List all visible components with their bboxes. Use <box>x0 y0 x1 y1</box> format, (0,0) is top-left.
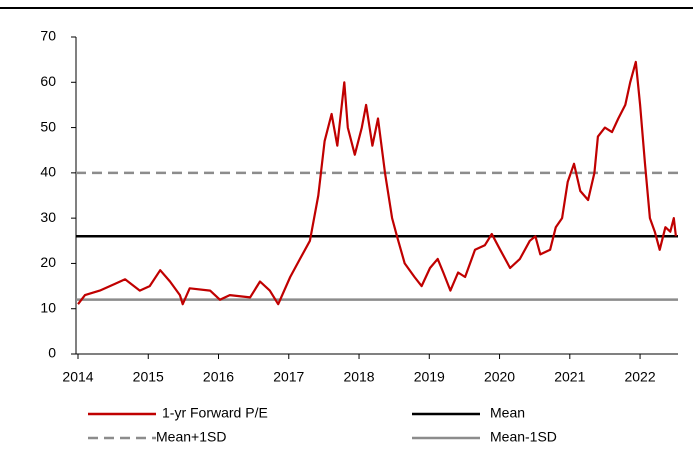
x-tick-label: 2014 <box>62 369 93 385</box>
y-tick-label: 60 <box>40 73 56 89</box>
y-tick-label: 50 <box>40 118 56 134</box>
x-tick-label: 2017 <box>273 369 304 385</box>
y-tick-label: 40 <box>40 164 56 180</box>
y-tick-label: 20 <box>40 254 56 270</box>
x-tick-label: 2021 <box>554 369 585 385</box>
legend-label: Mean-1SD <box>490 429 557 445</box>
legend-label: Mean <box>490 405 525 421</box>
x-tick-label: 2020 <box>484 369 515 385</box>
x-tick-label: 2015 <box>133 369 164 385</box>
legend-label: 1-yr Forward P/E <box>162 405 268 421</box>
x-tick-label: 2019 <box>414 369 445 385</box>
x-tick-label: 2018 <box>343 369 374 385</box>
y-tick-label: 0 <box>48 345 56 361</box>
series-line <box>77 60 677 306</box>
x-tick-label: 2016 <box>203 369 234 385</box>
legend-label: Mean+1SD <box>156 429 226 445</box>
y-tick-label: 10 <box>40 299 56 315</box>
x-tick-label: 2022 <box>624 369 655 385</box>
y-tick-label: 30 <box>40 209 56 225</box>
y-tick-label: 70 <box>40 28 56 44</box>
